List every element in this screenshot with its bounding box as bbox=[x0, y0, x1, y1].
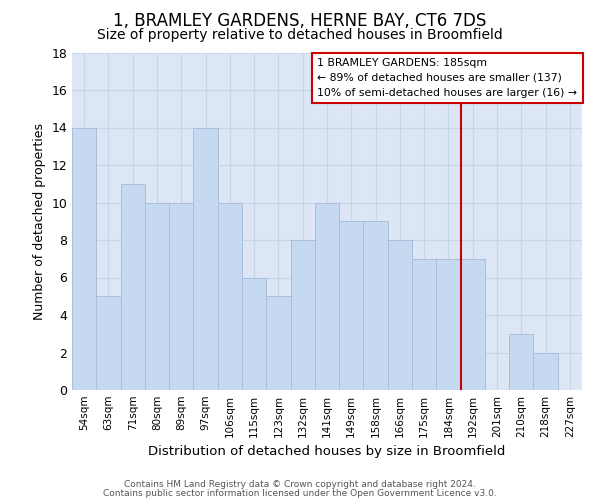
Bar bbox=[72, 128, 96, 390]
Bar bbox=[412, 259, 436, 390]
Text: 1, BRAMLEY GARDENS, HERNE BAY, CT6 7DS: 1, BRAMLEY GARDENS, HERNE BAY, CT6 7DS bbox=[113, 12, 487, 30]
Bar bbox=[339, 221, 364, 390]
Bar bbox=[290, 240, 315, 390]
Text: Contains public sector information licensed under the Open Government Licence v3: Contains public sector information licen… bbox=[103, 490, 497, 498]
Bar bbox=[364, 221, 388, 390]
Bar bbox=[121, 184, 145, 390]
Bar bbox=[533, 352, 558, 390]
Text: 1 BRAMLEY GARDENS: 185sqm
← 89% of detached houses are smaller (137)
10% of semi: 1 BRAMLEY GARDENS: 185sqm ← 89% of detac… bbox=[317, 58, 577, 98]
Bar bbox=[266, 296, 290, 390]
Bar bbox=[193, 128, 218, 390]
Bar bbox=[145, 202, 169, 390]
Bar bbox=[218, 202, 242, 390]
Bar bbox=[388, 240, 412, 390]
Bar bbox=[509, 334, 533, 390]
X-axis label: Distribution of detached houses by size in Broomfield: Distribution of detached houses by size … bbox=[148, 446, 506, 458]
Bar bbox=[315, 202, 339, 390]
Text: Contains HM Land Registry data © Crown copyright and database right 2024.: Contains HM Land Registry data © Crown c… bbox=[124, 480, 476, 489]
Text: Size of property relative to detached houses in Broomfield: Size of property relative to detached ho… bbox=[97, 28, 503, 42]
Bar bbox=[461, 259, 485, 390]
Bar bbox=[436, 259, 461, 390]
Y-axis label: Number of detached properties: Number of detached properties bbox=[33, 122, 46, 320]
Bar bbox=[242, 278, 266, 390]
Bar bbox=[96, 296, 121, 390]
Bar bbox=[169, 202, 193, 390]
